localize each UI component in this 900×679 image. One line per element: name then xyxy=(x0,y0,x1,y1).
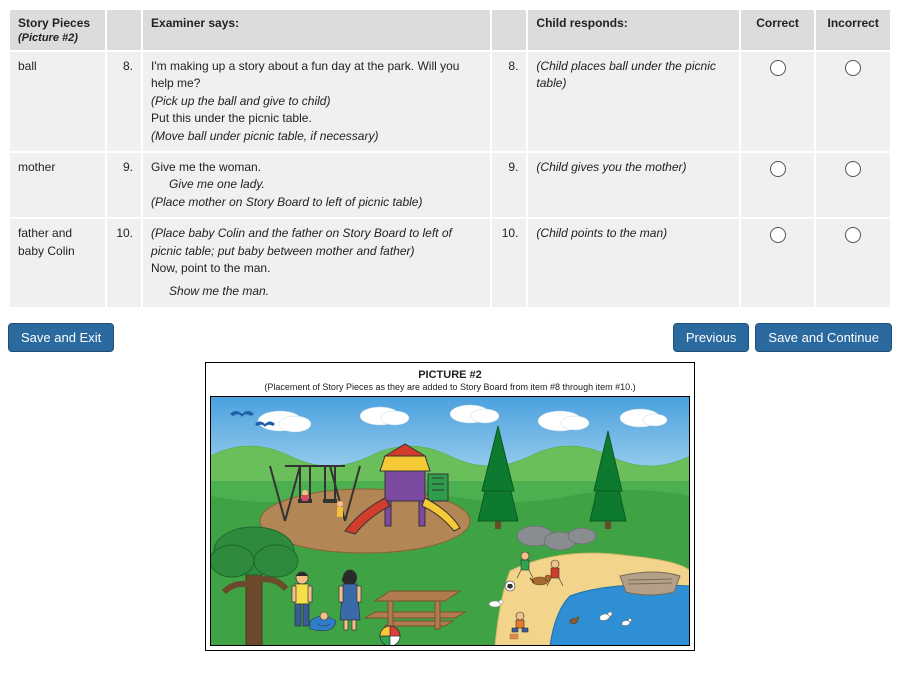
item-number-right: 9. xyxy=(492,153,526,217)
col-child-responds: Child responds: xyxy=(528,10,738,50)
correct-cell xyxy=(741,153,815,217)
examiner-line: (Move ball under picnic table, if necess… xyxy=(151,129,378,143)
incorrect-radio[interactable] xyxy=(845,227,861,243)
child-response-cell: (Child gives you the mother) xyxy=(528,153,738,217)
save-and-exit-button[interactable]: Save and Exit xyxy=(8,323,114,352)
col-story-pieces: Story Pieces (Picture #2) xyxy=(10,10,105,50)
col-examiner: Examiner says: xyxy=(143,10,490,50)
story-piece-cell: father and baby Colin xyxy=(10,219,105,307)
incorrect-cell xyxy=(816,153,890,217)
button-row: Save and Exit Previous Save and Continue xyxy=(8,323,892,352)
item-number-left: 8. xyxy=(107,52,141,151)
correct-radio[interactable] xyxy=(770,227,786,243)
correct-cell xyxy=(741,52,815,151)
table-row: ball8.I'm making up a story about a fun … xyxy=(10,52,890,151)
picture-subtitle: (Placement of Story Pieces as they are a… xyxy=(210,382,690,392)
header-story-pieces: Story Pieces xyxy=(18,16,90,30)
examiner-line: Show me the man. xyxy=(151,283,269,300)
examiner-line: (Place mother on Story Board to left of … xyxy=(151,195,422,209)
correct-cell xyxy=(741,219,815,307)
examiner-line: Now, point to the man. xyxy=(151,261,270,275)
examiner-line: (Pick up the ball and give to child) xyxy=(151,94,330,108)
item-number-left: 10. xyxy=(107,219,141,307)
examiner-says-cell: Give me the woman. Give me one lady. (Plac… xyxy=(143,153,490,217)
incorrect-cell xyxy=(816,219,890,307)
examiner-line: (Place baby Colin and the father on Stor… xyxy=(151,226,452,257)
item-number-right: 8. xyxy=(492,52,526,151)
park-scene-illustration xyxy=(210,396,690,646)
table-row: mother9.Give me the woman.Give me one la… xyxy=(10,153,890,217)
right-button-group: Previous Save and Continue xyxy=(673,323,892,352)
save-and-continue-button[interactable]: Save and Continue xyxy=(755,323,892,352)
child-response-cell: (Child points to the man) xyxy=(528,219,738,307)
incorrect-cell xyxy=(816,52,890,151)
incorrect-radio[interactable] xyxy=(845,161,861,177)
col-num-left xyxy=(107,10,141,50)
examiner-says-cell: I'm making up a story about a fun day at… xyxy=(143,52,490,151)
col-correct: Correct xyxy=(741,10,815,50)
item-number-left: 9. xyxy=(107,153,141,217)
examiner-line: Give me one lady. xyxy=(151,176,265,193)
header-picture-ref: (Picture #2) xyxy=(18,32,78,44)
col-num-right xyxy=(492,10,526,50)
incorrect-radio[interactable] xyxy=(845,60,861,76)
table-row: father and baby Colin10.(Place baby Coli… xyxy=(10,219,890,307)
previous-button[interactable]: Previous xyxy=(673,323,750,352)
item-number-right: 10. xyxy=(492,219,526,307)
col-incorrect: Incorrect xyxy=(816,10,890,50)
story-piece-cell: mother xyxy=(10,153,105,217)
examiner-line: I'm making up a story about a fun day at… xyxy=(151,59,459,90)
picture-panel: PICTURE #2 (Placement of Story Pieces as… xyxy=(205,362,695,651)
correct-radio[interactable] xyxy=(770,161,786,177)
assessment-table: Story Pieces (Picture #2) Examiner says:… xyxy=(8,8,892,309)
picture-title: PICTURE #2 xyxy=(210,369,690,381)
examiner-line: Put this under the picnic table. xyxy=(151,111,312,125)
examiner-says-cell: (Place baby Colin and the father on Stor… xyxy=(143,219,490,307)
story-piece-cell: ball xyxy=(10,52,105,151)
correct-radio[interactable] xyxy=(770,60,786,76)
examiner-line: Give me the woman. xyxy=(151,160,261,174)
child-response-cell: (Child places ball under the picnic tabl… xyxy=(528,52,738,151)
